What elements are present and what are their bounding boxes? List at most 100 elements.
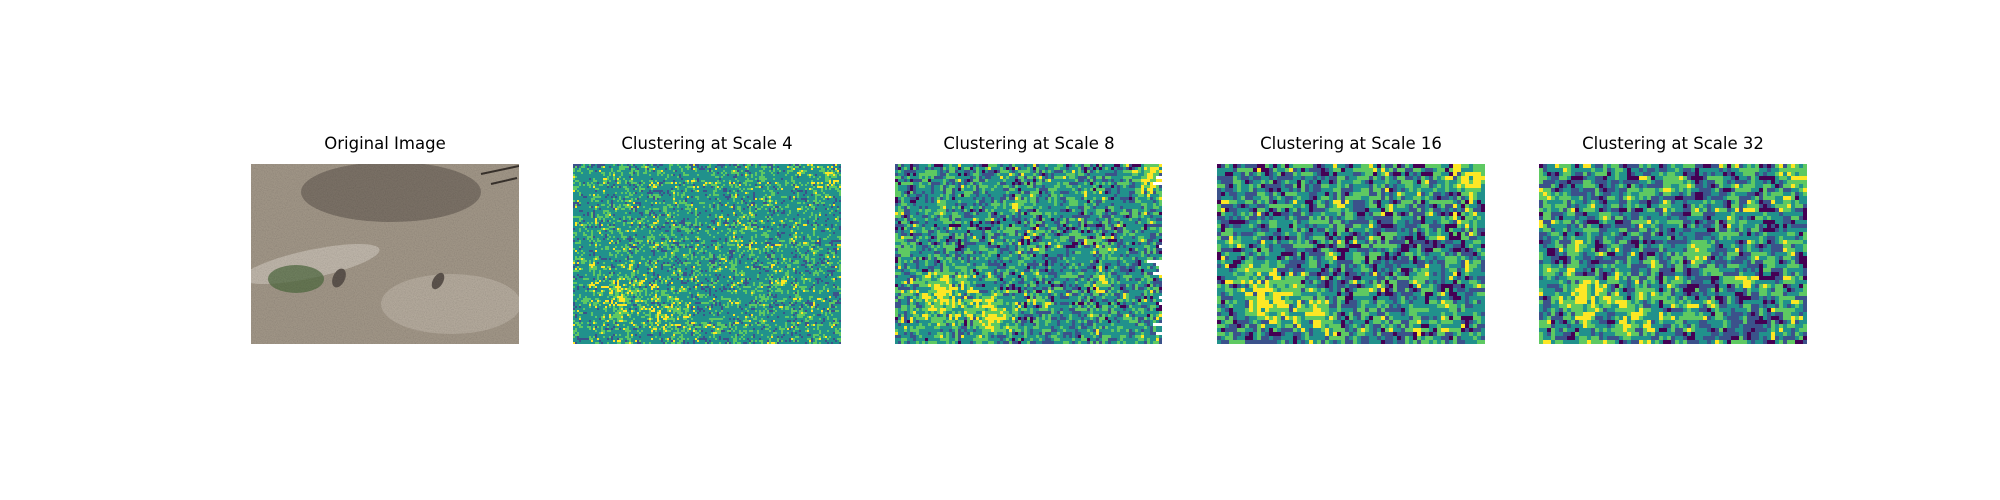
cluster-region	[643, 282, 649, 284]
cluster-region	[755, 172, 757, 174]
cluster-region	[815, 196, 817, 198]
cluster-region	[773, 258, 777, 260]
cluster-region	[743, 290, 747, 292]
cluster-region	[715, 228, 717, 230]
cluster-region	[747, 228, 751, 230]
cluster-region	[689, 228, 691, 230]
cluster-region	[573, 248, 575, 250]
cluster-region	[597, 246, 605, 248]
cluster-region	[827, 198, 829, 200]
cluster-region	[653, 164, 657, 166]
cluster-region	[747, 164, 751, 166]
cluster-region	[741, 182, 743, 184]
cluster-region	[625, 264, 629, 266]
cluster-region	[615, 302, 617, 304]
cluster-region	[649, 260, 651, 262]
cluster-region	[747, 218, 749, 220]
cluster-region	[735, 238, 739, 240]
cluster-region	[751, 214, 753, 216]
cluster-region	[665, 282, 667, 284]
cluster-region	[761, 206, 763, 208]
cluster-region	[631, 230, 633, 232]
cluster-region	[603, 216, 605, 218]
cluster-region	[655, 224, 663, 226]
cluster-region	[805, 304, 807, 306]
cluster-region	[721, 254, 723, 256]
cluster-region	[835, 310, 839, 312]
cluster-region	[747, 192, 749, 194]
cluster-region	[673, 250, 679, 252]
cluster-region	[755, 248, 757, 250]
cluster-region	[677, 194, 679, 196]
cluster-region	[573, 196, 583, 198]
cluster-region	[623, 288, 625, 290]
cluster-region	[729, 276, 731, 278]
cluster-region	[789, 212, 791, 214]
cluster-region	[719, 176, 721, 178]
cluster-region	[697, 292, 699, 294]
cluster-region	[783, 200, 785, 202]
cluster-region	[819, 292, 821, 294]
cluster-region	[761, 174, 763, 176]
cluster-region	[727, 260, 731, 262]
cluster-region	[693, 294, 697, 296]
cluster-region	[645, 274, 647, 276]
cluster-region	[709, 224, 711, 226]
cluster-region	[639, 226, 641, 228]
cluster-region	[735, 292, 737, 294]
cluster-region	[811, 216, 815, 218]
cluster-region	[831, 250, 835, 252]
cluster-region	[597, 288, 609, 290]
cluster-region	[649, 304, 655, 306]
cluster-region	[615, 246, 617, 248]
cluster-region	[613, 264, 617, 266]
cluster-region	[751, 266, 753, 268]
cluster-region	[673, 312, 675, 314]
cluster-region	[669, 270, 673, 272]
cluster-region	[597, 214, 599, 216]
cluster-region	[595, 184, 599, 186]
cluster-region	[589, 304, 591, 306]
cluster-region	[825, 230, 829, 232]
cluster-region	[715, 294, 751, 296]
cluster-region	[745, 254, 749, 256]
cluster-region	[695, 230, 697, 232]
cluster-region	[671, 304, 673, 306]
cluster-region	[761, 220, 763, 222]
cluster-region	[655, 184, 659, 186]
cluster-region	[701, 284, 703, 286]
cluster-region	[585, 252, 593, 254]
cluster-region	[661, 250, 667, 252]
cluster-region	[579, 248, 581, 250]
cluster-region	[793, 270, 795, 272]
cluster-region	[735, 288, 739, 290]
cluster-region	[619, 208, 621, 210]
cluster-region	[785, 200, 791, 202]
cluster-region	[575, 260, 577, 262]
cluster-region	[755, 210, 757, 212]
cluster-region	[713, 208, 717, 210]
cluster-region	[629, 180, 633, 182]
cluster-region	[705, 230, 709, 232]
cluster-region	[817, 236, 819, 238]
cluster-region	[757, 256, 759, 258]
cluster-region	[621, 170, 631, 172]
cluster-region	[797, 214, 799, 216]
cluster-region	[705, 194, 707, 196]
cluster-region	[795, 174, 797, 176]
cluster-region	[659, 184, 661, 186]
cluster-region	[757, 224, 771, 226]
cluster-region	[839, 248, 841, 250]
cluster-region	[777, 260, 783, 262]
cluster-region	[721, 230, 723, 232]
cluster-region	[603, 166, 605, 168]
cluster-region	[635, 310, 639, 312]
cluster-region	[689, 306, 691, 308]
cluster-region	[797, 226, 799, 228]
cluster-region	[701, 286, 703, 288]
cluster-region	[793, 224, 797, 226]
cluster-region	[657, 276, 659, 278]
cluster-region	[651, 268, 653, 270]
cluster-region	[813, 264, 815, 266]
cluster-region	[577, 300, 581, 302]
